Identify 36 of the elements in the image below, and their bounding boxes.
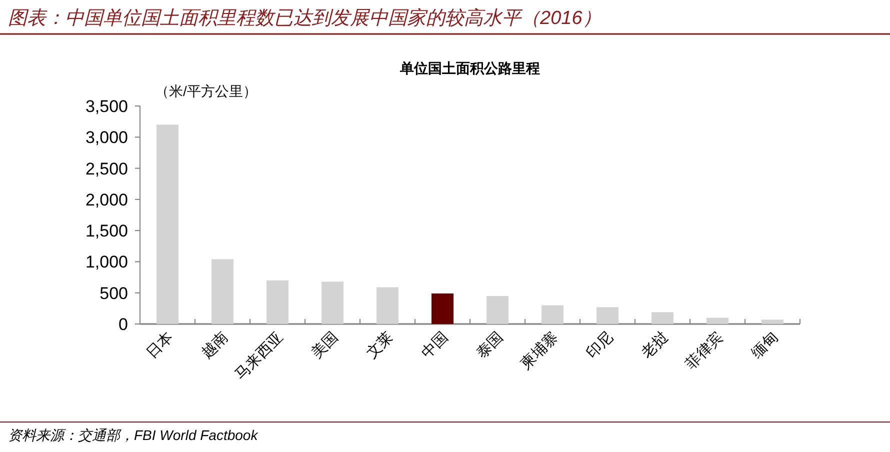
bar bbox=[762, 320, 784, 324]
bar bbox=[432, 293, 454, 324]
bar bbox=[706, 318, 728, 324]
bar bbox=[596, 307, 618, 324]
x-tick-label: 马来西亚 bbox=[232, 328, 286, 384]
bar bbox=[266, 280, 288, 324]
y-tick-label: 2,500 bbox=[85, 159, 128, 178]
x-tick-label: 老挝 bbox=[638, 328, 672, 362]
y-tick-label: 2,000 bbox=[85, 190, 128, 210]
bar bbox=[212, 259, 234, 324]
bar bbox=[156, 124, 178, 324]
y-tick-label: 3,500 bbox=[85, 97, 128, 116]
x-tick-label: 中国 bbox=[418, 328, 452, 362]
chart-title: 图表：中国单位国土面积里程数已达到发展中国家的较高水平（2016） bbox=[8, 7, 602, 29]
bar bbox=[486, 296, 508, 324]
bar bbox=[542, 305, 564, 324]
y-axis-title: （米/平方公里） bbox=[155, 83, 257, 99]
bar bbox=[322, 282, 344, 324]
x-tick-label: 缅甸 bbox=[748, 328, 782, 362]
bar bbox=[376, 287, 398, 324]
x-tick-label: 美国 bbox=[308, 328, 342, 362]
y-tick-label: 0 bbox=[118, 315, 128, 334]
x-tick-label: 越南 bbox=[198, 328, 232, 362]
text: 资料来源：交通部，FBI World Factbook bbox=[8, 427, 259, 443]
x-tick-label: 柬埔寨 bbox=[517, 328, 562, 373]
x-tick-label: 文莱 bbox=[363, 328, 396, 362]
y-tick-label: 1,500 bbox=[85, 222, 128, 241]
x-tick-label: 日本 bbox=[143, 328, 176, 362]
bar bbox=[652, 312, 674, 324]
y-tick-label: 1,000 bbox=[85, 252, 128, 272]
y-tick-label: 3,000 bbox=[85, 128, 128, 148]
x-tick-label: 泰国 bbox=[473, 328, 506, 362]
y-tick-label: 500 bbox=[100, 284, 128, 303]
x-tick-label: 菲律宾 bbox=[682, 328, 726, 373]
chart-subtitle: 单位国土面积公路里程 bbox=[399, 60, 540, 76]
x-tick-label: 印尼 bbox=[583, 328, 616, 362]
